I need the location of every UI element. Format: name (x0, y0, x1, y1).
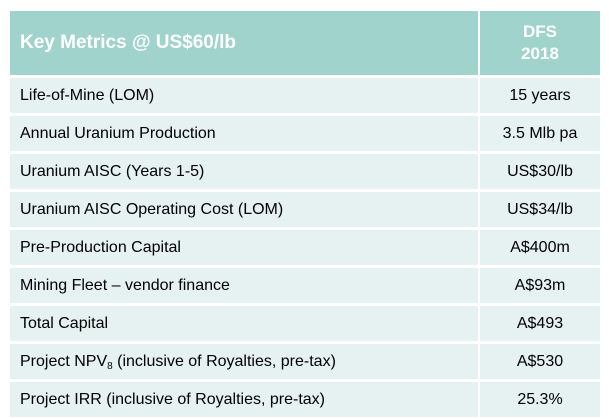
table-row: Uranium AISC (Years 1-5) US$30/lb (10, 151, 600, 189)
row-value-aisc-operating-cost: US$34/lb (480, 189, 600, 227)
table-row: Uranium AISC Operating Cost (LOM) US$34/… (10, 189, 600, 227)
row-label-annual-production: Annual Uranium Production (10, 113, 480, 151)
npv-label-suffix: (inclusive of Royalties, pre-tax) (112, 352, 336, 370)
row-label-mining-fleet: Mining Fleet – vendor finance (10, 265, 480, 303)
header-dfs-label: DFS (523, 22, 557, 41)
npv-label-prefix: Project NPV (20, 352, 108, 370)
row-label-project-npv: Project NPV8 (inclusive of Royalties, pr… (10, 341, 480, 379)
table-row: Mining Fleet – vendor finance A$93m (10, 265, 600, 303)
npv-discount-subscript: 8 (107, 360, 113, 372)
row-label-total-capital: Total Capital (10, 303, 480, 341)
table-row: Total Capital A$493 (10, 303, 600, 341)
row-value-annual-production: 3.5 Mlb pa (480, 113, 600, 151)
header-dfs-2018: DFS 2018 (480, 11, 600, 75)
header-year-label: 2018 (521, 44, 559, 63)
row-label-life-of-mine: Life-of-Mine (LOM) (10, 75, 480, 113)
table-row: Project IRR (inclusive of Royalties, pre… (10, 379, 600, 417)
table-row: Pre-Production Capital A$400m (10, 227, 600, 265)
table-header-row: Key Metrics @ US$60/lb DFS 2018 (10, 11, 600, 75)
row-label-project-irr: Project IRR (inclusive of Royalties, pre… (10, 379, 480, 417)
row-value-life-of-mine: 15 years (480, 75, 600, 113)
row-value-total-capital: A$493 (480, 303, 600, 341)
header-key-metrics: Key Metrics @ US$60/lb (10, 11, 480, 75)
table-row: Project NPV8 (inclusive of Royalties, pr… (10, 341, 600, 379)
row-value-pre-production-capital: A$400m (480, 227, 600, 265)
row-label-pre-production-capital: Pre-Production Capital (10, 227, 480, 265)
row-label-aisc-years-1-5: Uranium AISC (Years 1-5) (10, 151, 480, 189)
key-metrics-table: Key Metrics @ US$60/lb DFS 2018 Life-of-… (10, 11, 600, 417)
row-value-aisc-years-1-5: US$30/lb (480, 151, 600, 189)
row-value-project-npv: A$530 (480, 341, 600, 379)
row-value-project-irr: 25.3% (480, 379, 600, 417)
row-value-mining-fleet: A$93m (480, 265, 600, 303)
table-row: Life-of-Mine (LOM) 15 years (10, 75, 600, 113)
table-row: Annual Uranium Production 3.5 Mlb pa (10, 113, 600, 151)
row-label-aisc-operating-cost: Uranium AISC Operating Cost (LOM) (10, 189, 480, 227)
